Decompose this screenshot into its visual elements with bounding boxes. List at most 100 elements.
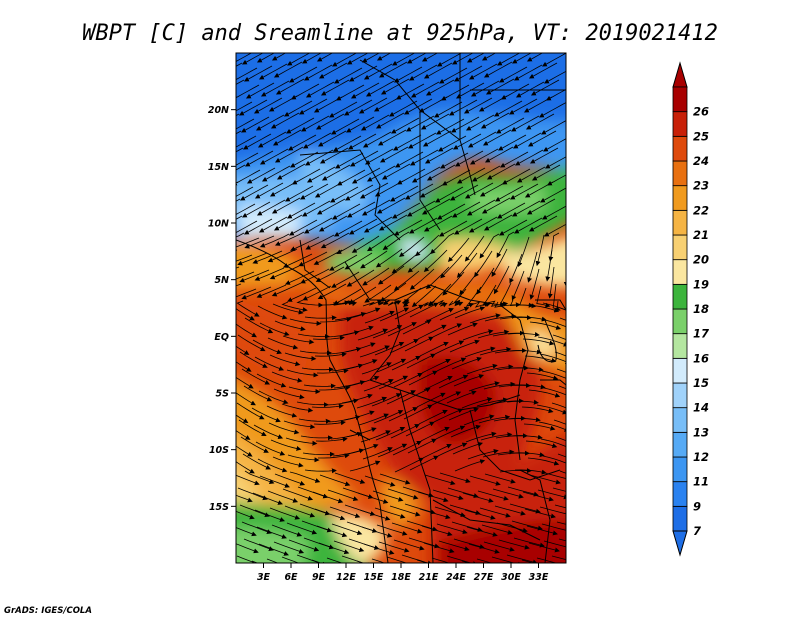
- streamline: [482, 284, 497, 307]
- streamline: [527, 457, 560, 466]
- streamline: [519, 287, 534, 308]
- streamline: [567, 408, 594, 422]
- streamline: [238, 99, 268, 116]
- streamline: [245, 82, 275, 99]
- streamline: [291, 168, 321, 185]
- lon-tick-label: 12E: [336, 572, 356, 583]
- streamline: [377, 443, 408, 458]
- streamline: [421, 525, 453, 537]
- streamline: [552, 334, 566, 341]
- streamline: [554, 351, 566, 357]
- streamline: [432, 489, 464, 501]
- streamline: [298, 98, 328, 115]
- streamline: [516, 166, 546, 183]
- streamline: [568, 340, 595, 354]
- streamline: [406, 53, 427, 64]
- streamline: [236, 288, 257, 298]
- streamline: [476, 267, 495, 295]
- streamline: [498, 539, 530, 550]
- lat-tick-label: 15N: [208, 162, 229, 173]
- streamline: [271, 53, 287, 61]
- streamline: [499, 151, 529, 168]
- streamline: [302, 132, 332, 149]
- streamline: [236, 345, 250, 355]
- border-line: [359, 59, 476, 196]
- streamline: [336, 169, 366, 186]
- streamline: [305, 234, 335, 250]
- streamline: [201, 65, 227, 80]
- streamline: [417, 491, 449, 503]
- streamline: [286, 202, 316, 219]
- streamline: [389, 339, 419, 354]
- streamline: [363, 379, 394, 392]
- streamline: [259, 148, 289, 165]
- streamline: [508, 98, 538, 115]
- streamline: [556, 521, 566, 525]
- streamline: [464, 182, 494, 199]
- streamline: [379, 473, 411, 485]
- colorbar-label: 15: [693, 376, 709, 390]
- streamline: [242, 133, 272, 150]
- colorbar-label: 18: [693, 302, 709, 316]
- streamline: [451, 53, 474, 65]
- streamline: [320, 79, 350, 96]
- streamline: [236, 249, 238, 251]
- streamline: [408, 64, 438, 81]
- streamline: [464, 509, 496, 520]
- streamline: [464, 346, 496, 358]
- streamline: [552, 487, 566, 492]
- country-borders: [236, 53, 566, 563]
- streamline: [358, 97, 388, 114]
- streamline: [570, 357, 596, 371]
- streamline: [349, 307, 381, 319]
- streamline: [361, 199, 391, 216]
- streamline: [252, 339, 282, 355]
- streamline: [512, 452, 545, 458]
- streamline: [439, 306, 470, 321]
- streamline: [270, 439, 302, 451]
- streamline: [420, 426, 450, 442]
- streamline: [496, 231, 515, 258]
- streamline: [289, 471, 321, 483]
- streamline: [528, 389, 561, 398]
- streamline: [484, 146, 514, 163]
- streamline: [477, 490, 509, 501]
- streamline: [450, 116, 480, 133]
- streamline: [346, 53, 369, 65]
- streamline: [399, 236, 425, 257]
- streamline: [236, 130, 242, 135]
- streamline: [466, 199, 496, 216]
- streamline: [350, 82, 380, 99]
- streamline: [554, 504, 566, 509]
- streamline: [236, 271, 255, 280]
- streamline: [481, 197, 511, 214]
- streamline: [342, 325, 374, 336]
- streamline: [236, 135, 257, 148]
- streamline: [360, 430, 391, 443]
- streamline: [528, 62, 558, 79]
- streamline: [515, 81, 545, 98]
- streamline: [408, 537, 440, 549]
- streamline: [492, 488, 524, 499]
- streamline: [267, 248, 298, 263]
- streamline: [393, 270, 420, 291]
- streamline: [479, 507, 511, 518]
- streamline: [538, 102, 566, 118]
- colorbar-swatch: [672, 505, 688, 532]
- streamline: [575, 323, 601, 338]
- streamline: [359, 345, 390, 358]
- streamline: [236, 392, 256, 406]
- streamline: [330, 118, 360, 135]
- streamline: [542, 455, 566, 464]
- streamline: [411, 166, 441, 183]
- streamline: [302, 451, 335, 457]
- streamline: [544, 319, 566, 328]
- streamline: [495, 117, 525, 134]
- streamline: [256, 526, 287, 539]
- colorbar-swatch: [672, 234, 688, 261]
- streamline: [359, 182, 389, 199]
- streamline: [298, 418, 331, 424]
- streamline: [319, 316, 352, 323]
- streamline: [236, 181, 239, 184]
- streamline: [421, 358, 451, 374]
